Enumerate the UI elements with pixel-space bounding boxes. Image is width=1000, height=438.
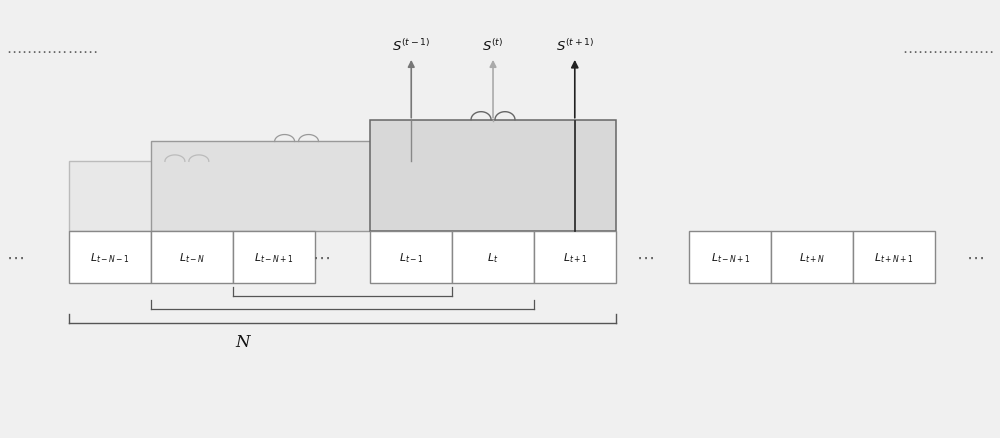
- Bar: [771, 231, 853, 283]
- Bar: [69, 162, 315, 231]
- Bar: [534, 231, 616, 283]
- Bar: [370, 120, 616, 231]
- Text: $\cdots$: $\cdots$: [966, 248, 984, 266]
- Bar: [370, 231, 452, 283]
- Text: $\cdots\cdots\cdots\cdots\cdots\cdots$: $\cdots\cdots\cdots\cdots\cdots\cdots$: [902, 42, 994, 57]
- Text: N: N: [235, 333, 250, 350]
- Text: $L_{t-N}$: $L_{t-N}$: [179, 250, 205, 264]
- Text: $\cdots$: $\cdots$: [312, 248, 329, 266]
- Text: $L_{t-N-1}$: $L_{t-N-1}$: [90, 250, 130, 264]
- Bar: [452, 231, 534, 283]
- Text: $L_{t+N+1}$: $L_{t+N+1}$: [874, 250, 914, 264]
- Text: $L_{t-N+1}$: $L_{t-N+1}$: [254, 250, 293, 264]
- Text: $S^{(t-1)}$: $S^{(t-1)}$: [392, 38, 431, 54]
- Text: $\cdots$: $\cdots$: [636, 248, 654, 266]
- Bar: [69, 231, 151, 283]
- Bar: [853, 231, 935, 283]
- Text: $L_{t-1}$: $L_{t-1}$: [399, 250, 423, 264]
- Bar: [151, 231, 233, 283]
- Text: $L_{t+N}$: $L_{t+N}$: [799, 250, 825, 264]
- Text: $S^{(t)}$: $S^{(t)}$: [482, 38, 504, 54]
- Text: $S^{(t+1)}$: $S^{(t+1)}$: [556, 38, 594, 54]
- Text: $\cdots$: $\cdots$: [6, 248, 24, 266]
- Text: $L_{t+1}$: $L_{t+1}$: [563, 250, 587, 264]
- Bar: [151, 142, 452, 231]
- Text: $L_t$: $L_t$: [487, 250, 499, 264]
- Bar: [689, 231, 771, 283]
- Bar: [233, 231, 315, 283]
- Text: $\cdots\cdots\cdots\cdots\cdots\cdots$: $\cdots\cdots\cdots\cdots\cdots\cdots$: [6, 42, 98, 57]
- Text: $L_{t-N+1}$: $L_{t-N+1}$: [711, 250, 750, 264]
